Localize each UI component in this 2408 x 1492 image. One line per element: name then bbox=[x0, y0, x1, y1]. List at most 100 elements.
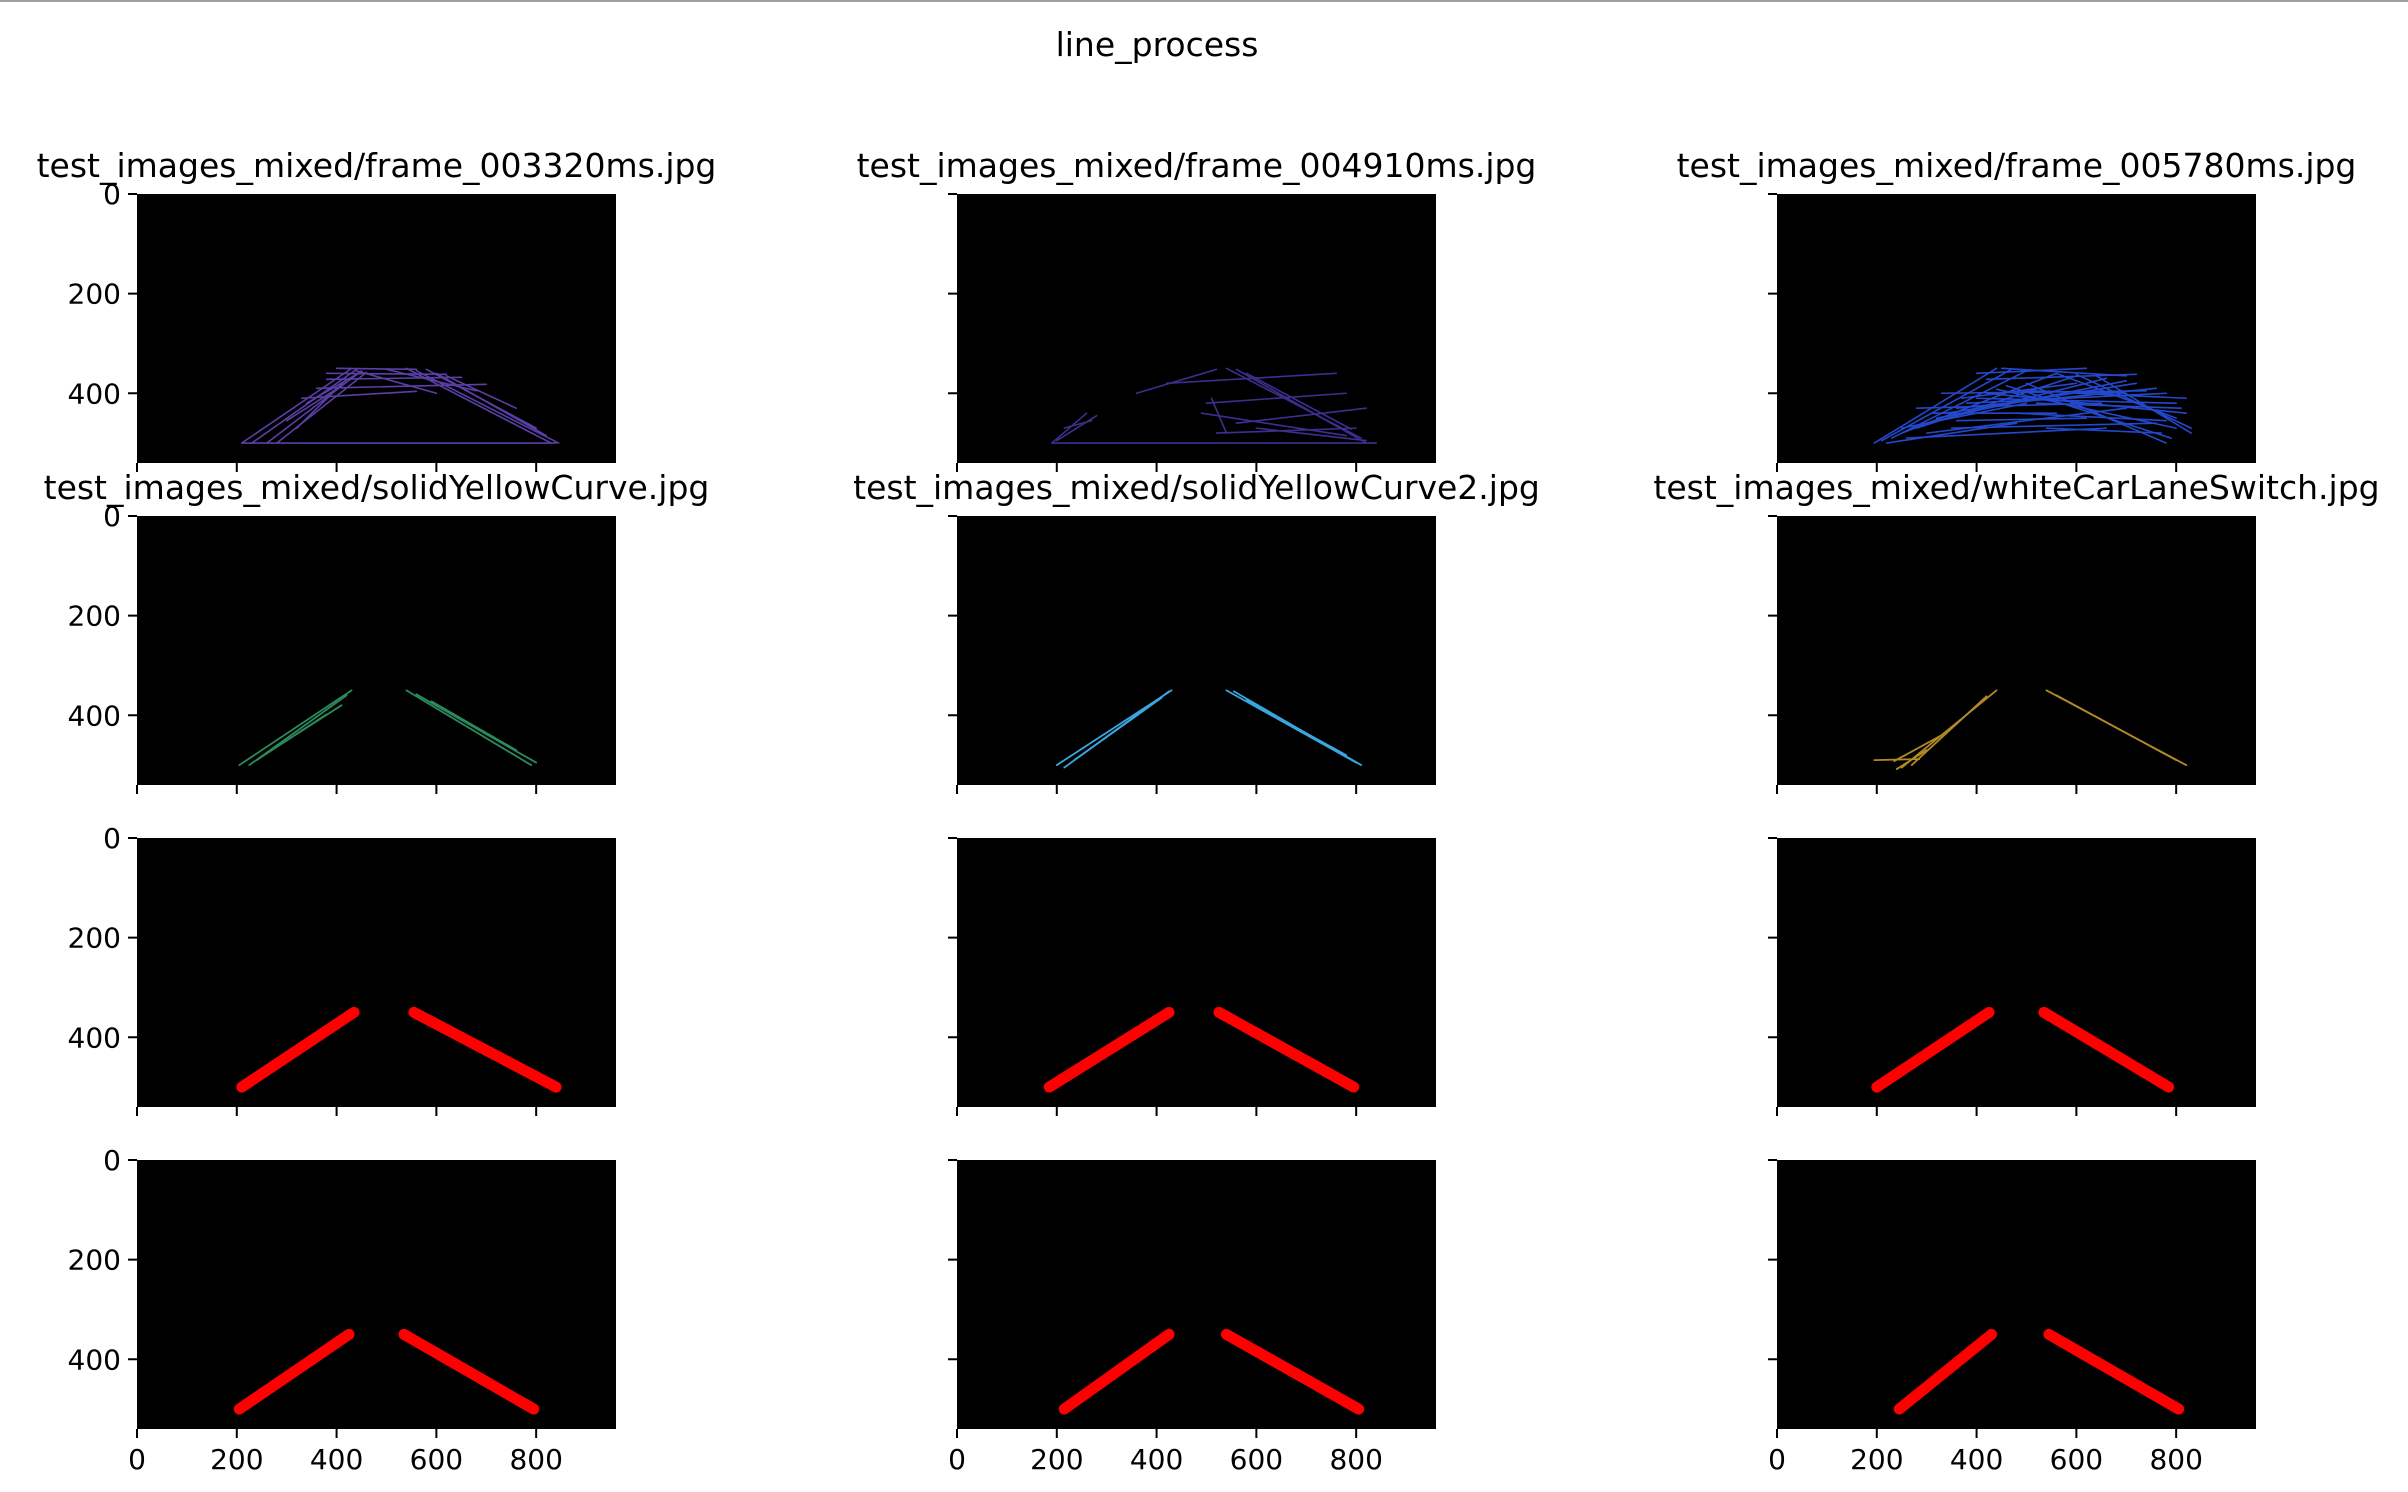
x-tick-label: 600 bbox=[1230, 1443, 1283, 1476]
line-segment-14 bbox=[2005, 384, 2172, 439]
line-segment-34 bbox=[1885, 422, 2018, 444]
line-segment-10 bbox=[1200, 412, 1347, 437]
line-segment-29 bbox=[1900, 402, 2028, 429]
y-tick-label: 200 bbox=[68, 1244, 121, 1277]
subplot-grid: test_images_mixed/frame_003320ms.jpg0200… bbox=[37, 146, 2380, 1476]
y-tick-label: 400 bbox=[68, 699, 121, 732]
y-tick-label: 400 bbox=[68, 1021, 121, 1054]
line-segment-15 bbox=[335, 367, 418, 371]
subplot-r4-c2: 0 200 400 600 800 bbox=[948, 1159, 1436, 1476]
line-segment-26 bbox=[2015, 412, 2167, 422]
line-segment-2 bbox=[1220, 1328, 1365, 1415]
line-segment-8 bbox=[1235, 407, 1367, 424]
subplot-r4-c1: 0 200 400 0 200 400 600 800 bbox=[68, 1144, 616, 1476]
image-panel bbox=[957, 1160, 1436, 1429]
figure-title: line_process bbox=[1056, 25, 1259, 64]
subplot-r1-c2: test_images_mixed/frame_004910ms.jpg bbox=[857, 146, 1537, 472]
image-panel bbox=[957, 194, 1436, 463]
y-tick-label: 0 bbox=[103, 178, 121, 211]
line-segment-3 bbox=[265, 370, 363, 444]
line-segment-1 bbox=[1058, 1328, 1175, 1415]
line-segment-3 bbox=[1910, 695, 1988, 766]
line-segment-35 bbox=[2075, 392, 2187, 400]
line-segment-1 bbox=[1873, 367, 1998, 444]
line-segment-13 bbox=[1055, 414, 1098, 442]
line-segment-7 bbox=[285, 384, 343, 422]
image-panel bbox=[957, 838, 1436, 1107]
line-segment-6 bbox=[1245, 699, 1348, 757]
line-segment-6 bbox=[415, 693, 538, 764]
subplot-title: test_images_mixed/solidYellowCurve.jpg bbox=[44, 468, 710, 507]
x-tick-label: 800 bbox=[509, 1443, 562, 1476]
y-tick-label: 200 bbox=[68, 278, 121, 311]
y-tick-label: 0 bbox=[103, 1144, 121, 1177]
line-segment-36 bbox=[2025, 389, 2128, 395]
line-segment-9 bbox=[1215, 427, 1357, 434]
line-segment-12 bbox=[445, 375, 518, 410]
line-segment-4 bbox=[275, 371, 368, 444]
subplot-r2-c2: test_images_mixed/solidYellowCurve2.jpg bbox=[853, 468, 1540, 794]
subplot-title: test_images_mixed/frame_003320ms.jpg bbox=[37, 146, 717, 185]
y-tick-label: 0 bbox=[103, 822, 121, 855]
window-top-border bbox=[0, 0, 2408, 2]
line-segment-10 bbox=[1965, 392, 2167, 405]
line-segment-7 bbox=[2055, 694, 2178, 761]
x-tick-label: 0 bbox=[1768, 1443, 1786, 1476]
line-segment-8 bbox=[405, 367, 552, 444]
line-segment-4 bbox=[1893, 734, 1943, 762]
line-segment-2 bbox=[1213, 1006, 1360, 1093]
line-segment-33 bbox=[1955, 417, 2088, 422]
line-segment-11 bbox=[1975, 397, 2177, 405]
subplot-r2-c3: test_images_mixed/whiteCarLaneSwitch.jpg bbox=[1653, 468, 2380, 794]
line-segment-2 bbox=[1225, 367, 1362, 439]
x-tick-label: 200 bbox=[1850, 1443, 1903, 1476]
line-segment-11 bbox=[435, 372, 547, 437]
x-tick-label: 200 bbox=[210, 1443, 263, 1476]
x-tick-label: 0 bbox=[128, 1443, 146, 1476]
line-segment-1 bbox=[1043, 1006, 1175, 1093]
subplot-r3-c2 bbox=[948, 837, 1436, 1116]
line-segment-27 bbox=[2035, 402, 2182, 410]
line-segment-1 bbox=[1893, 1328, 1998, 1415]
subplot-title: test_images_mixed/frame_004910ms.jpg bbox=[857, 146, 1537, 185]
image-panel bbox=[1777, 838, 2256, 1107]
subplot-title: test_images_mixed/frame_005780ms.jpg bbox=[1677, 146, 2357, 185]
x-tick-label: 800 bbox=[2149, 1443, 2202, 1476]
line-segment-2 bbox=[2043, 1328, 2185, 1415]
line-segment-17 bbox=[2075, 373, 2192, 429]
line-segment-2 bbox=[250, 368, 358, 444]
line-segment-1 bbox=[240, 367, 353, 444]
line-segment-17 bbox=[300, 390, 418, 400]
line-segment-3 bbox=[1890, 370, 2028, 439]
x-tick-label: 400 bbox=[1130, 1443, 1183, 1476]
x-tick-label: 0 bbox=[948, 1443, 966, 1476]
line-segment-15 bbox=[1255, 427, 1367, 442]
line-segment-14 bbox=[325, 376, 463, 381]
subplot-r3-c3 bbox=[1768, 837, 2256, 1116]
line-segment-7 bbox=[1205, 392, 1347, 405]
x-tick-label: 600 bbox=[2050, 1443, 2103, 1476]
y-tick-label: 0 bbox=[103, 500, 121, 533]
line-segment-7 bbox=[430, 700, 518, 752]
line-segment-1 bbox=[233, 1328, 355, 1415]
y-tick-label: 400 bbox=[68, 377, 121, 410]
y-tick-label: 400 bbox=[68, 1343, 121, 1376]
line-segment-3 bbox=[1073, 696, 1163, 761]
x-tick-label: 400 bbox=[310, 1443, 363, 1476]
line-segment-13 bbox=[315, 383, 488, 390]
y-tick-label: 200 bbox=[68, 600, 121, 633]
line-segment-19 bbox=[1925, 407, 2128, 434]
line-segment-30 bbox=[2045, 427, 2162, 434]
image-panel bbox=[137, 1160, 616, 1429]
line-segment-2 bbox=[408, 1006, 562, 1093]
x-tick-label: 800 bbox=[1329, 1443, 1382, 1476]
line-segment-12 bbox=[1051, 412, 1088, 444]
line-segment-5 bbox=[1135, 368, 1218, 395]
image-panel bbox=[137, 838, 616, 1107]
line-segment-14 bbox=[1063, 419, 1093, 429]
subplot-title: test_images_mixed/solidYellowCurve2.jpg bbox=[853, 468, 1540, 507]
line-segment-19 bbox=[355, 370, 438, 395]
image-panel bbox=[137, 516, 616, 785]
